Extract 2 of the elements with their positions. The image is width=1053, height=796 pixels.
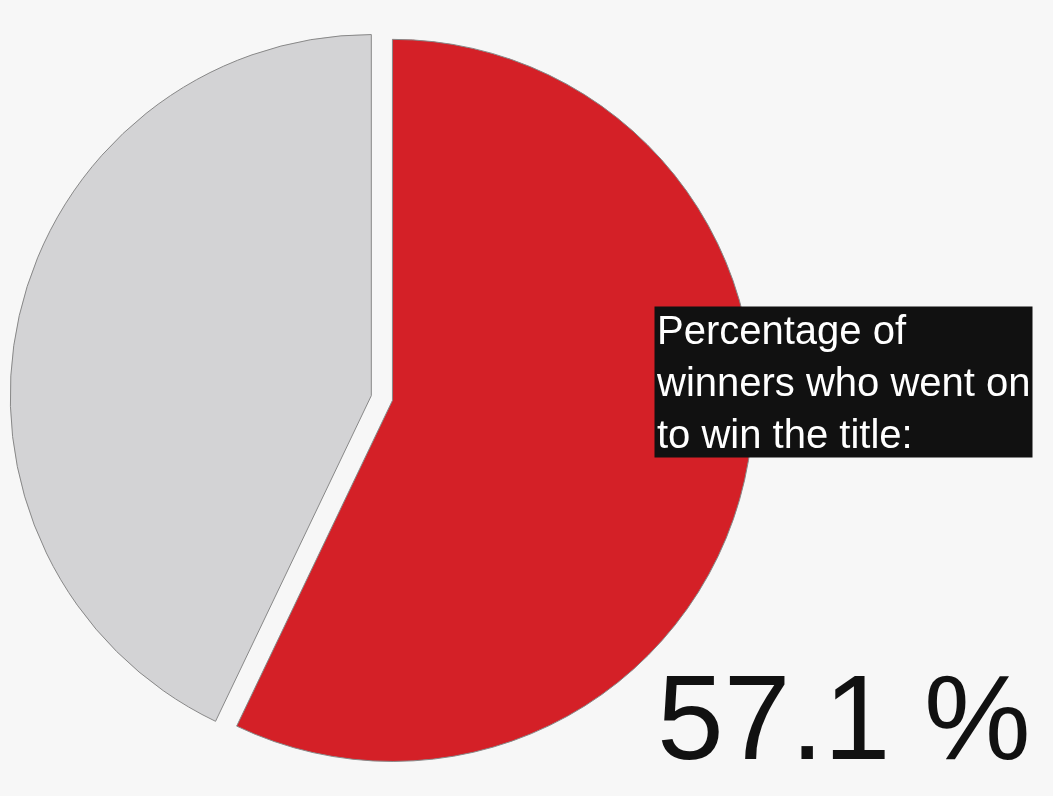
text: Percentage of winners who went on to win the title:: [656, 308, 1031, 456]
data-label: 57.1 %: [657, 650, 1031, 784]
